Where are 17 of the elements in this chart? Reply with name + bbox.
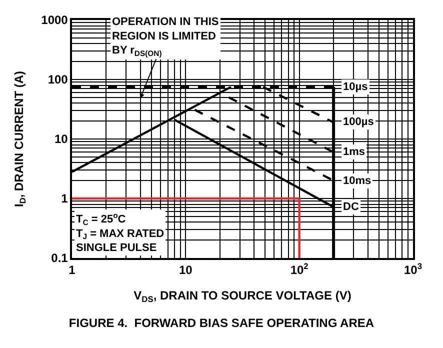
annotation: OPERATION IN THIS REGION IS LIMITED BY r$_{DS(ON)}$ <box>112 16 219 58</box>
text: T$_{C}$ = 25$^{o}$C T$_{J}$ = MAX RATED SINGLE PULSE <box>76 211 164 254</box>
x-tick-label: 10$^{2}$ <box>290 261 309 278</box>
x-tick-label: 10$^{3}$ <box>404 261 422 278</box>
text: FIGURE 4. FORWARD BIAS SAFE OPERATING AREA <box>68 316 374 330</box>
x-axis-title: V$_{DS}$, DRAIN TO SOURCE VOLTAGE (V) <box>134 288 352 304</box>
series-label: 1ms <box>343 146 366 158</box>
series-label: 10ms <box>343 175 372 187</box>
y-tick-label: 0.1 <box>51 251 68 266</box>
y-tick-label: 100 <box>48 72 68 87</box>
series-label: 100µs <box>343 116 374 128</box>
series-label: DC <box>343 201 359 213</box>
y-tick-label: 1 <box>61 192 68 206</box>
x-tick-label: 10 <box>178 263 193 278</box>
series-label: 10µs <box>343 81 368 93</box>
y-tick-label: 1000 <box>41 13 68 28</box>
y-tick-label: 10 <box>54 132 68 146</box>
